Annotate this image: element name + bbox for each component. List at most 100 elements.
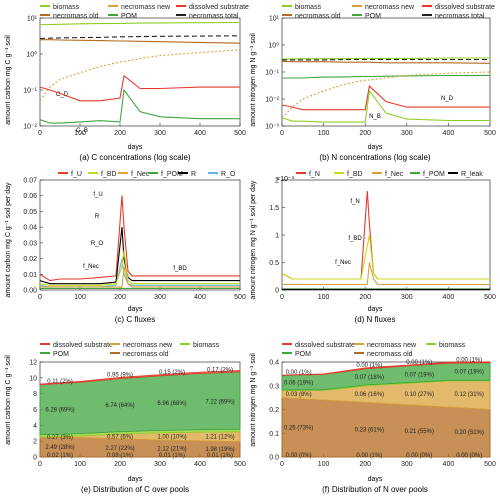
annotation-f: 0.00 (0%) bbox=[406, 453, 432, 459]
ytick-label-c: 0.03 bbox=[23, 240, 37, 247]
annotation-e: 2.27 (22%) bbox=[105, 446, 134, 452]
ylabel-b: amount nitrogen mg N g⁻¹ soil bbox=[250, 33, 257, 127]
ytick-label-c: 0.04 bbox=[23, 225, 37, 232]
label-b-nd: N_D bbox=[441, 96, 454, 102]
series-c-f-bd-3 bbox=[39, 250, 240, 286]
legend-e-label-1: necromass new bbox=[123, 342, 173, 349]
ytick-label-d: 1.5 bbox=[269, 205, 279, 212]
annotation-e: 6.28 (69%) bbox=[45, 408, 74, 414]
caption-a: (a) C concentrations (log scale) bbox=[79, 153, 190, 162]
xtick-label-e: 400 bbox=[194, 461, 206, 468]
ytick-label-e: 10 bbox=[29, 375, 37, 382]
annotation-f: 0.00 (1%) bbox=[286, 370, 312, 376]
xtick-label-a: 100 bbox=[74, 130, 86, 137]
ytick-label-b: 10⁻¹ bbox=[265, 70, 279, 77]
series-b-dissolved-substrate-5 bbox=[281, 85, 490, 111]
legend-d-label-4: R_leak bbox=[461, 171, 483, 178]
annotation-f: 0.07 (19%) bbox=[455, 370, 484, 376]
area-f-dissolved-substrate bbox=[281, 361, 491, 376]
ytick-label-a: 10⁻² bbox=[23, 124, 37, 131]
caption-b: (b) N concentrations (log scale) bbox=[319, 153, 430, 162]
annotation-e: 0.15 (2%) bbox=[159, 370, 185, 376]
xtick-label-e: 500 bbox=[234, 461, 246, 468]
label-d-fnec: f_Nec bbox=[335, 260, 351, 266]
annotation-f: 0.00 (1%) bbox=[356, 453, 382, 459]
annotation-e: 0.27 (3%) bbox=[47, 435, 73, 441]
xtick-label-a: 0 bbox=[38, 130, 42, 137]
ytick-label-c: 0.06 bbox=[23, 193, 37, 200]
xtick-label-f: 0 bbox=[280, 461, 284, 468]
annotation-f: 0.06 (16%) bbox=[355, 392, 384, 398]
ytick-label-e: 12 bbox=[29, 360, 37, 367]
xtick-label-c: 300 bbox=[154, 294, 166, 301]
annotation-f: 0.00 (0%) bbox=[456, 453, 482, 459]
annotation-f: 0.00 (1%) bbox=[406, 360, 432, 366]
legend-c-label-2: f_Nec bbox=[131, 171, 150, 178]
ytick-label-f: 0.1 bbox=[269, 431, 279, 438]
legend-b-label-4: POM bbox=[365, 13, 381, 20]
legend-c-label-1: f_BD bbox=[101, 171, 117, 178]
legend-c-label-4: R bbox=[191, 171, 196, 178]
xtick-label-c: 0 bbox=[38, 294, 42, 301]
annotation-f: 0.00 (0%) bbox=[286, 453, 312, 459]
label-d-fn: f_N bbox=[350, 199, 359, 205]
ytick-label-a: 10¹ bbox=[27, 16, 38, 23]
series-b-necromass-new-4 bbox=[281, 71, 491, 119]
annotation-e: 7.22 (69%) bbox=[205, 400, 234, 406]
ytick-label-c: 0.02 bbox=[23, 256, 37, 263]
ytick-label-e: 6 bbox=[33, 407, 37, 414]
legend-a-label-2: dissolved substrate bbox=[189, 4, 249, 11]
annotation-e: 1.98 (19%) bbox=[205, 447, 234, 453]
ytick-label-d: 2 bbox=[275, 178, 279, 185]
ytick-label-f: 0.2 bbox=[269, 407, 279, 414]
legend-c-label-5: R_O bbox=[221, 171, 236, 178]
axes-c bbox=[39, 179, 241, 291]
annotation-f: 0.21 (55%) bbox=[405, 429, 434, 435]
xtick-label-e: 0 bbox=[38, 461, 42, 468]
xtick-label-a: 300 bbox=[154, 130, 166, 137]
series-c-f-u-0 bbox=[39, 195, 240, 282]
ytick-label-f: 0.4 bbox=[269, 360, 279, 367]
ytick-label-c: 0.05 bbox=[23, 209, 37, 216]
xtick-label-b: 0 bbox=[280, 130, 284, 137]
caption-e: (e) Distribution of C over pools bbox=[81, 485, 189, 494]
ytick-label-e: 4 bbox=[33, 423, 37, 430]
legend-a-label-1: necromass new bbox=[121, 4, 171, 11]
legend-d-label-0: f_N bbox=[309, 171, 320, 178]
xtick-label-b: 200 bbox=[359, 130, 371, 137]
annotation-e: 0.95 (9%) bbox=[107, 373, 133, 379]
annotation-e: 6.96 (68%) bbox=[157, 401, 186, 407]
annotation-f: 0.23 (61%) bbox=[355, 428, 384, 434]
ytick-label-c: 0.07 bbox=[23, 178, 37, 185]
label-a-cd: C_D bbox=[56, 92, 69, 98]
series-a-dissolved-substrate-4 bbox=[39, 74, 240, 102]
annotation-e: 1.21 (12%) bbox=[205, 434, 234, 440]
xtick-label-c: 200 bbox=[114, 294, 126, 301]
xtick-label-a: 500 bbox=[234, 130, 246, 137]
legend-b-label-0: biomass bbox=[295, 4, 322, 11]
ytick-label-d: 0.5 bbox=[269, 260, 279, 267]
legend-d-label-1: f_BD bbox=[347, 171, 363, 178]
xtick-label-e: 100 bbox=[74, 461, 86, 468]
ytick-label-b: 10⁰ bbox=[268, 42, 279, 50]
annotation-e: 0.17 (2%) bbox=[207, 367, 233, 373]
label-d-fbd: f_BD bbox=[348, 236, 362, 242]
xtick-label-d: 200 bbox=[359, 294, 371, 301]
ytick-label-e: 2 bbox=[33, 439, 37, 446]
xtick-label-b: 300 bbox=[401, 130, 413, 137]
annotation-f: 0.00 (1%) bbox=[356, 363, 382, 369]
xtick-label-f: 300 bbox=[401, 461, 413, 468]
xtick-label-c: 100 bbox=[74, 294, 86, 301]
legend-a-label-5: necromass total bbox=[189, 13, 239, 20]
area-e-dissolved-substrate bbox=[39, 370, 241, 386]
xtick-label-c: 500 bbox=[234, 294, 246, 301]
annotation-e: 1.00 (10%) bbox=[157, 434, 186, 440]
xtick-label-d: 300 bbox=[401, 294, 413, 301]
series-d-f-nec-2 bbox=[282, 262, 490, 286]
xlabel-c: days bbox=[128, 306, 143, 313]
series-a-pom-5 bbox=[39, 88, 240, 124]
legend-a-label-4: POM bbox=[121, 13, 137, 20]
ytick-label-b: 10⁻³ bbox=[265, 124, 279, 131]
legend-d-label-3: f_POM bbox=[423, 171, 445, 178]
label-c-r: R bbox=[95, 214, 100, 220]
